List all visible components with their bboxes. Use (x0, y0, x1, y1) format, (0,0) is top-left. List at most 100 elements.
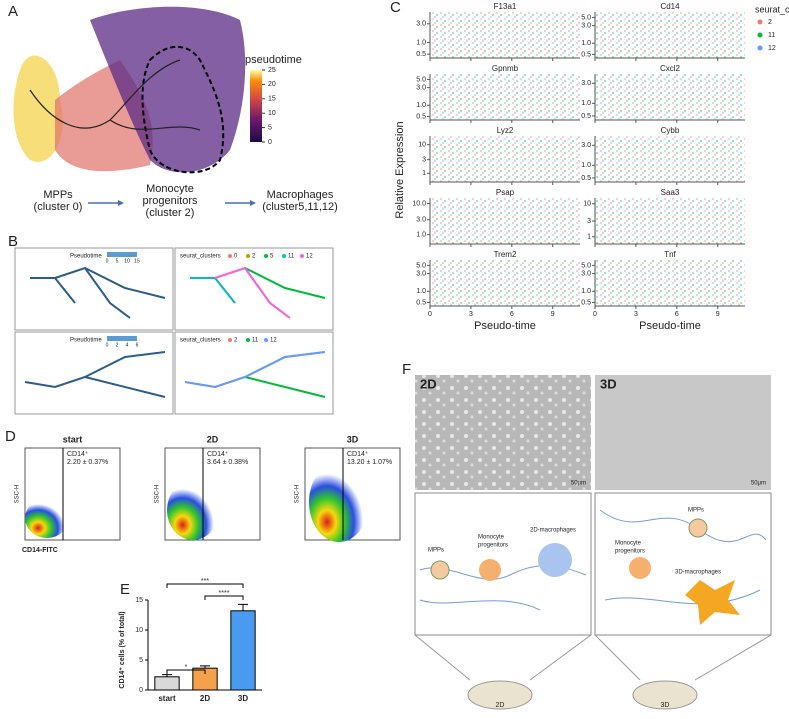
y-tick-label: 3.0 (416, 217, 426, 224)
legend-swatch (264, 254, 268, 258)
plot-title: Cybb (661, 126, 680, 135)
dish-label: 3D (661, 702, 670, 709)
legend-swatch (264, 338, 268, 342)
stage-label: (cluster 0) (34, 201, 83, 213)
x-tick-label: 3D (238, 694, 248, 703)
legend-label: 5 (270, 254, 274, 260)
stage-label: (cluster5,11,12) (262, 201, 338, 213)
legend-swatch (246, 338, 250, 342)
y-tick-label: 0.5 (581, 51, 591, 58)
photo-label: 2D (420, 376, 437, 391)
umap-cluster (90, 6, 246, 173)
stage-label: (cluster 2) (146, 207, 195, 219)
colorbar-tick-label: 5 (116, 258, 119, 264)
bar (230, 610, 256, 691)
legend-label: 0 (234, 254, 238, 260)
plot-frame (174, 247, 334, 331)
significance-bracket (166, 669, 206, 674)
trajectory (29, 59, 201, 131)
legend-swatch (282, 254, 286, 258)
y-tick-label: 5.0 (416, 262, 426, 269)
y-tick-label: 10 (418, 141, 426, 148)
y-tick-label: 1.0 (581, 40, 591, 47)
y-tick-label: 5.0 (581, 262, 591, 269)
y-tick-label: 15 (135, 597, 143, 604)
y-tick-label: 5.0 (581, 14, 591, 21)
cell-label: Monocyte (478, 535, 505, 541)
plot-area (595, 136, 745, 182)
panel-label: B (8, 233, 18, 250)
colorbar-tick-label: 25 (268, 67, 276, 74)
y-axis-label: SSC-H (15, 485, 21, 504)
y-tick-label: 3.0 (581, 22, 591, 29)
matrix-fibers (419, 509, 767, 611)
plot-title: Cd14 (660, 2, 680, 11)
colorbar (107, 252, 137, 257)
y-tick-label: 5.0 (416, 76, 426, 83)
plot-frame (14, 247, 174, 331)
plot-area (430, 260, 580, 306)
colorbar (107, 336, 137, 341)
plot-title: Psap (496, 188, 515, 197)
legend-title: pseudotime (245, 54, 302, 66)
cell-label: progenitors (615, 549, 645, 555)
x-axis-label: CD14-FITC (22, 547, 58, 554)
plot-title: Trem2 (494, 250, 517, 259)
x-tick-label: 9 (716, 311, 720, 318)
x-tick-label: start (158, 694, 176, 703)
legend-swatch (300, 254, 304, 258)
cell (538, 543, 572, 577)
y-tick-label: 3.0 (416, 270, 426, 277)
significance-label: * (185, 664, 188, 671)
x-tick-label: 9 (551, 311, 555, 318)
colorbar-tick-label: 4 (126, 342, 129, 348)
plot-area (430, 136, 580, 182)
plot-area (430, 74, 580, 120)
y-tick-label: 0.5 (416, 299, 426, 306)
stage-label: Monocyte (146, 183, 194, 195)
x-axis-label: Pseudo-time (639, 320, 701, 332)
gate-name: CD14⁺ (347, 451, 369, 458)
density (309, 462, 369, 542)
trajectory (184, 351, 326, 389)
scale-bar: 50μm (571, 481, 586, 487)
panel-label: A (8, 3, 18, 20)
error-bar (200, 665, 210, 669)
legend-label: 11 (288, 254, 295, 260)
cell-label: progenitors (478, 543, 508, 549)
legend-swatch (757, 19, 763, 25)
y-tick-label: 3.0 (416, 21, 426, 28)
legend-swatch (228, 254, 232, 258)
gate-stat: 2.20 ± 0.37% (67, 459, 108, 466)
y-axis-label: CD14⁺ cells (% of total) (119, 611, 126, 688)
y-axis-label: SSC-H (155, 485, 161, 504)
colorbar-tick-label: 20 (268, 81, 276, 88)
significance-bracket (166, 583, 244, 588)
colorbar-tick-label: 15 (268, 96, 276, 103)
y-tick-label: 3.0 (581, 142, 591, 149)
plot-area (595, 260, 745, 306)
x-tick-label: 6 (510, 311, 514, 318)
plot-title: Saa3 (661, 188, 680, 197)
y-tick-label: 1.0 (416, 231, 426, 238)
legend-title: Pseudotime (70, 254, 102, 260)
panel-label: C (390, 0, 401, 16)
legend-title: Pseudotime (70, 338, 102, 344)
colorbar (250, 70, 262, 142)
y-tick-label: 0 (139, 687, 143, 694)
gate-name: CD14⁺ (67, 451, 89, 458)
legend-label: 11 (768, 32, 775, 39)
cell-label: 2D-macrophages (530, 528, 576, 534)
x-tick-label: 3 (634, 311, 638, 318)
legend-swatch (757, 32, 763, 38)
legend-swatch (228, 338, 232, 342)
colorbar-tick-label: 6 (136, 342, 139, 348)
y-tick-label: 10 (583, 201, 591, 208)
colorbar-tick-label: 10 (268, 110, 276, 117)
y-tick-label: 3.0 (581, 80, 591, 87)
legend-label: 2 (768, 19, 772, 26)
legend-label: 11 (252, 338, 259, 344)
stage-label: Macrophages (267, 189, 334, 201)
plot-area (430, 12, 580, 58)
